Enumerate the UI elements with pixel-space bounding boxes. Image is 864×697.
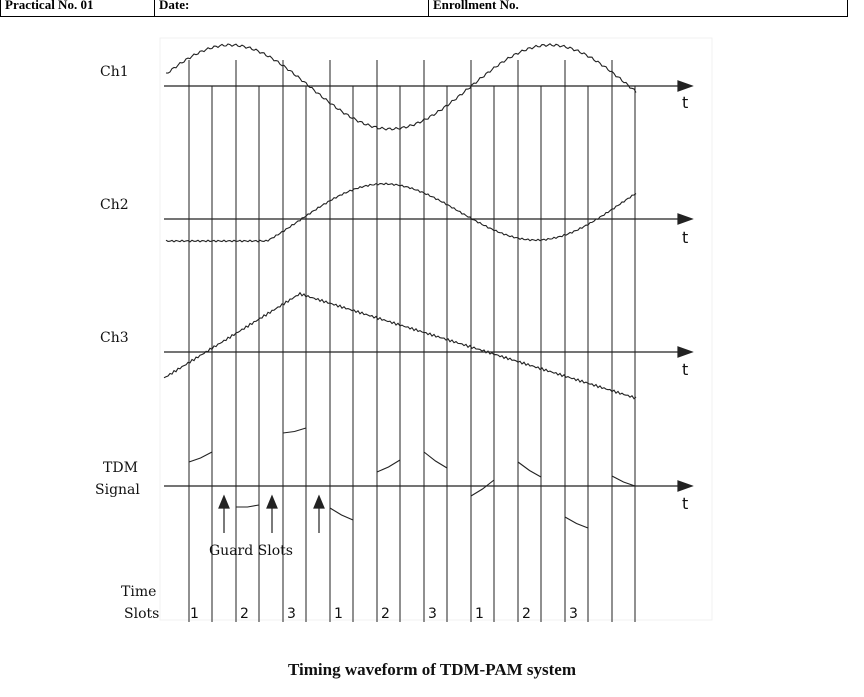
ch3-label: Ch3 xyxy=(100,330,129,346)
tdm-pulse xyxy=(611,475,636,487)
header-table: Practical No. 01 Date: Enrollment No. xyxy=(0,0,864,20)
tdm-t-label: t xyxy=(682,494,688,513)
slot-number: 1 xyxy=(334,606,343,622)
tdm-label-line1: TDM xyxy=(103,460,138,476)
guard-arrow-3 xyxy=(313,494,325,533)
tdm-pulse xyxy=(376,459,401,473)
slot-number: 2 xyxy=(240,606,249,622)
tdm-pulse xyxy=(282,427,307,434)
tdm-pulse xyxy=(423,451,448,469)
ch1-label: Ch1 xyxy=(100,64,129,80)
ch3-waveform xyxy=(163,291,637,400)
slot-numbers: 1 2 3 1 2 3 1 2 3 xyxy=(190,606,578,622)
ch3-axis xyxy=(164,346,694,358)
ch2-label: Ch2 xyxy=(100,197,129,213)
ch1-axis xyxy=(164,80,694,92)
time-slots-label-line2: Slots xyxy=(124,606,159,622)
ch2-axis xyxy=(164,213,694,225)
ch1-t-label: t xyxy=(682,93,688,112)
slot-number: 3 xyxy=(569,606,578,622)
tdm-pulse xyxy=(188,451,213,463)
guard-arrow-2 xyxy=(266,494,278,533)
tdm-label-line2: Signal xyxy=(95,482,140,498)
ch2-waveform xyxy=(165,182,637,243)
slot-number: 1 xyxy=(475,606,484,622)
tdm-pulses xyxy=(188,427,636,529)
tdm-pulse xyxy=(470,479,495,497)
slot-number: 3 xyxy=(287,606,296,622)
tdm-pulse xyxy=(564,516,589,529)
slot-number: 2 xyxy=(381,606,390,622)
time-slots-label-line1: Time xyxy=(121,584,156,600)
tdm-pulse xyxy=(517,461,542,478)
figure-caption: Timing waveform of TDM-PAM system xyxy=(287,660,576,679)
slot-number: 3 xyxy=(428,606,437,622)
tdm-pulse xyxy=(236,504,260,508)
slot-number: 1 xyxy=(190,606,199,622)
ch2-t-label: t xyxy=(682,228,688,247)
header-enrollment-cell: Enrollment No. xyxy=(428,0,848,17)
guard-arrow-1 xyxy=(218,494,230,533)
guard-slots-label: Guard Slots xyxy=(209,543,293,559)
ch3-t-label: t xyxy=(682,360,688,379)
sampling-lines xyxy=(188,60,636,622)
figure-frame xyxy=(159,37,713,621)
tdm-pulse xyxy=(329,507,354,521)
guard-slot-arrows xyxy=(218,494,325,533)
ch1-waveform xyxy=(165,43,637,131)
slot-number: 2 xyxy=(522,606,531,622)
tdm-axis xyxy=(164,480,694,492)
